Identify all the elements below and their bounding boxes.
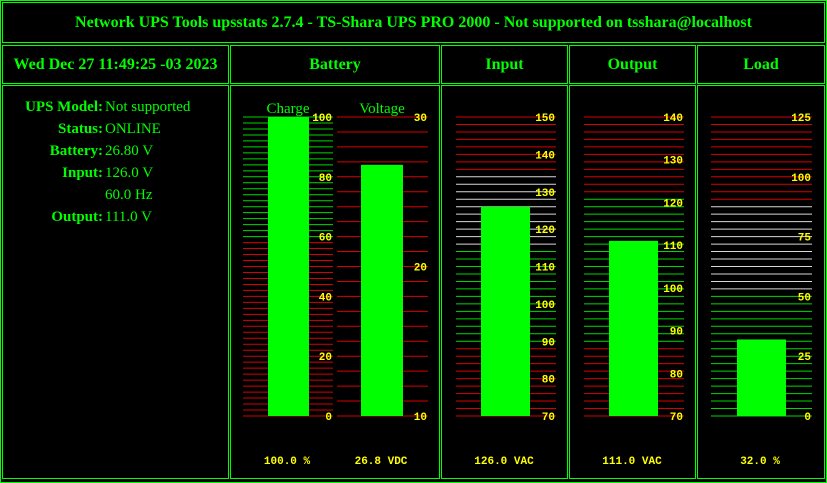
charge-tick-label: 20 bbox=[319, 352, 332, 364]
model-label: UPS Model: bbox=[25, 99, 103, 115]
load-header: Load bbox=[697, 45, 825, 84]
output-tick-label: 110 bbox=[663, 241, 683, 253]
output-readout: 111.0 VAC bbox=[602, 456, 662, 468]
voltage-tick-label: 30 bbox=[414, 113, 427, 125]
output-panel bbox=[569, 85, 696, 479]
battery-label: Battery: bbox=[49, 143, 103, 159]
charge-tick-label: 40 bbox=[319, 292, 332, 304]
load-tick-label: 125 bbox=[791, 113, 811, 125]
charge-tick-label: 60 bbox=[319, 233, 332, 245]
status-value: ONLINE bbox=[105, 121, 161, 137]
load-bar bbox=[737, 339, 786, 416]
output-tick-label: 130 bbox=[663, 156, 683, 168]
charge-tick-label: 100 bbox=[312, 113, 332, 125]
battery-value: 26.80 V bbox=[105, 143, 154, 159]
input-tick-label: 90 bbox=[542, 337, 555, 349]
datetime: Wed Dec 27 11:49:25 -03 2023 bbox=[2, 45, 229, 84]
input-tick-label: 120 bbox=[535, 225, 555, 237]
page-title: Network UPS Tools upsstats 2.7.4 - TS-Sh… bbox=[2, 2, 825, 43]
voltage-bar bbox=[361, 164, 403, 416]
charge-readout: 100.0 % bbox=[264, 456, 311, 468]
output-tick-label: 140 bbox=[663, 113, 683, 125]
input-label: Input: bbox=[62, 165, 103, 181]
output-tick-label: 100 bbox=[663, 284, 683, 296]
output-header: Output bbox=[569, 45, 696, 84]
load-tick-label: 50 bbox=[798, 292, 811, 304]
output-tick-label: 90 bbox=[670, 327, 683, 339]
load-readout: 32.0 % bbox=[740, 456, 780, 468]
output-label: Output: bbox=[51, 209, 103, 225]
output-tick-label: 70 bbox=[670, 412, 683, 424]
input-value: 126.0 V bbox=[105, 165, 154, 181]
input-readout: 126.0 VAC bbox=[474, 456, 534, 468]
output-bar bbox=[609, 240, 658, 416]
charge-tick-label: 0 bbox=[325, 412, 332, 424]
voltage-readout: 26.8 VDC bbox=[355, 456, 408, 468]
input-tick-label: 130 bbox=[535, 188, 555, 200]
input-header: Input bbox=[441, 45, 568, 84]
load-panel bbox=[697, 85, 825, 479]
input-tick-label: 80 bbox=[542, 375, 555, 387]
load-tick-label: 0 bbox=[804, 412, 811, 424]
input-tick-label: 140 bbox=[535, 150, 555, 162]
charge-tick-label: 80 bbox=[319, 173, 332, 185]
output-value: 111.0 V bbox=[105, 209, 152, 225]
load-tick-label: 25 bbox=[798, 352, 812, 364]
input-bar bbox=[481, 206, 530, 416]
output-tick-label: 80 bbox=[670, 369, 683, 381]
charge-title: Charge bbox=[266, 101, 309, 117]
voltage-tick-label: 10 bbox=[414, 412, 427, 424]
input-tick-label: 150 bbox=[535, 113, 555, 125]
status-label: Status: bbox=[57, 121, 103, 137]
input-tick-label: 70 bbox=[542, 412, 555, 424]
voltage-title: Voltage bbox=[359, 101, 405, 117]
charge-bar bbox=[268, 117, 309, 416]
load-tick-label: 100 bbox=[791, 173, 811, 185]
input-panel bbox=[441, 85, 568, 479]
input-tick-label: 110 bbox=[535, 263, 555, 275]
output-tick-label: 120 bbox=[663, 198, 683, 210]
input-tick-label: 100 bbox=[535, 300, 555, 312]
battery-header: Battery bbox=[230, 45, 440, 84]
frequency-value: 60.0 Hz bbox=[105, 187, 153, 203]
battery-panel bbox=[230, 85, 440, 479]
ups-info-panel: UPS Model: Not supported Status: ONLINE … bbox=[2, 85, 229, 479]
voltage-tick-label: 20 bbox=[414, 263, 427, 275]
load-tick-label: 75 bbox=[798, 233, 812, 245]
model-value: Not supported bbox=[105, 99, 191, 115]
